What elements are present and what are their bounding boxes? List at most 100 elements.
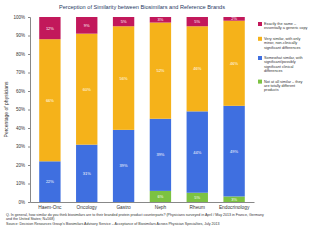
- text-line: Not at all similar – they: [264, 80, 303, 84]
- legend-entry: Somewhat similar, withsignificant/possib…: [264, 56, 303, 73]
- data-label: 39%: [156, 152, 164, 157]
- text-line: are totally different: [264, 84, 296, 88]
- y-tick-label: 80%: [16, 52, 25, 57]
- x-tick: Haem-Onc: [38, 202, 62, 210]
- y-tick: 60%: [16, 89, 30, 94]
- x-tick: Gastro: [116, 202, 131, 210]
- y-axis: 0% 10% 20% 30% 40% 50% 60% 70% 80% 90% 100%: [13, 15, 30, 205]
- data-label: 31%: [83, 171, 91, 176]
- text-line: Very similar, with only: [264, 37, 300, 41]
- y-tick: 40%: [16, 126, 30, 131]
- y-tick: 80%: [16, 52, 30, 57]
- bar-segment: [76, 145, 97, 202]
- y-tick: 0%: [18, 200, 30, 205]
- y-tick-label: 90%: [16, 33, 25, 38]
- y-tick: 30%: [16, 144, 30, 149]
- bar-segment: [150, 191, 171, 202]
- y-tick: 90%: [16, 33, 30, 38]
- data-label: 56%: [120, 76, 128, 81]
- data-label: 2%: [231, 16, 237, 21]
- legend-swatch: [258, 22, 262, 26]
- x-tick-label: Gastro: [116, 205, 131, 210]
- data-label: 5%: [194, 195, 200, 200]
- x-axis-line: [31, 202, 255, 203]
- x-tick: Neph: [155, 202, 167, 210]
- bars: [39, 17, 245, 202]
- y-tick-mark: [28, 147, 30, 148]
- y-tick-mark: [28, 184, 30, 185]
- y-tick-label: 100%: [13, 15, 25, 20]
- x-axis: Haem-Onc Oncology Gastro Neph Rheum Endocrino…: [31, 202, 255, 210]
- bar-segment: [113, 130, 134, 202]
- data-labels: 6%5%3%22%31%39%39%44%49%66%60%56%52%46%4…: [46, 16, 239, 201]
- y-tick-label: 10%: [16, 181, 25, 186]
- data-label: 39%: [120, 163, 128, 168]
- legend-entry: Very similar, with onlyminor, non-clinic…: [264, 37, 301, 50]
- data-label: 3%: [158, 17, 164, 22]
- x-tick: Rheum: [190, 202, 205, 210]
- x-tick: Endocrinology: [219, 202, 250, 210]
- text-line: Somewhat similar, with: [264, 56, 303, 60]
- bar-segment: [187, 193, 208, 202]
- chart: Perception of Similarity between Biosimi…: [0, 0, 320, 240]
- y-axis-title: Percentage of physicians: [3, 81, 9, 137]
- bar-segment: [150, 17, 171, 23]
- bar-segment: [223, 196, 244, 202]
- data-label: 22%: [46, 179, 54, 184]
- y-tick: 20%: [16, 163, 30, 168]
- y-tick-mark: [28, 36, 30, 37]
- y-tick-mark: [28, 110, 30, 111]
- data-label: 46%: [230, 61, 238, 66]
- y-tick-mark: [28, 91, 30, 92]
- legend-entry: Exactly the same –essentially a generic …: [264, 22, 308, 30]
- x-tick-label: Endocrinology: [219, 205, 250, 210]
- y-tick-label: 50%: [16, 107, 25, 112]
- y-tick-mark: [28, 202, 30, 203]
- legend-swatch: [258, 56, 262, 60]
- data-label: 5%: [194, 19, 200, 24]
- x-tick-label: Neph: [155, 205, 167, 210]
- y-tick-label: 0%: [18, 200, 25, 205]
- text-line: essentially a generic copy: [264, 26, 308, 30]
- data-label: 46%: [193, 66, 201, 71]
- y-tick-label: 30%: [16, 144, 25, 149]
- x-tick: Oncology: [77, 202, 98, 210]
- y-tick-mark: [28, 54, 30, 55]
- data-label: 6%: [158, 194, 164, 199]
- bar-segment: [187, 111, 208, 192]
- bar-segment: [187, 17, 208, 26]
- footnote: Q. In general, how similar do you think …: [6, 213, 264, 221]
- x-tick-label: Rheum: [190, 205, 205, 210]
- data-label: 5%: [121, 19, 127, 24]
- legend: Exactly the same –essentially a generic …: [258, 22, 308, 92]
- text-line: significant differences: [264, 46, 301, 50]
- bar-segment: [187, 26, 208, 111]
- y-tick: 70%: [16, 70, 30, 75]
- y-tick: 100%: [13, 15, 30, 20]
- y-tick-label: 70%: [16, 70, 25, 75]
- y-axis-line: [28, 18, 31, 203]
- title: Perception of Similarity between Biosimi…: [59, 4, 225, 10]
- data-label: 60%: [83, 87, 91, 92]
- y-tick: 50%: [16, 107, 30, 112]
- bar-segment: [150, 23, 171, 119]
- y-tick: 10%: [16, 181, 30, 186]
- x-tick-label: Oncology: [77, 205, 98, 210]
- data-label: 44%: [193, 150, 201, 155]
- data-label: 66%: [46, 98, 54, 103]
- legend-entry: Not at all similar – theyare totally dif…: [264, 80, 303, 93]
- text-line: Source: Decision Resources Group's Biosi…: [6, 222, 220, 226]
- data-label: 9%: [84, 23, 90, 28]
- text-line: products: [264, 88, 279, 92]
- text-line: significant clinical: [264, 65, 293, 69]
- data-label: 12%: [46, 26, 54, 31]
- bar-segment: [223, 17, 244, 21]
- bar-segment: [223, 21, 244, 106]
- plot: 0% 10% 20% 30% 40% 50% 60% 70% 80% 90% 100% Haem-On…: [13, 15, 254, 210]
- bar-segment: [39, 17, 60, 39]
- bar-segment: [150, 119, 171, 191]
- x-tick-label: Haem-Onc: [38, 205, 62, 210]
- y-tick-label: 60%: [16, 89, 25, 94]
- footnote: Source: Decision Resources Group's Biosi…: [6, 222, 220, 226]
- bar-segment: [39, 39, 60, 161]
